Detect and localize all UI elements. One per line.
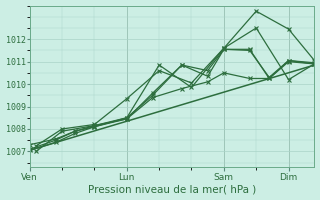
X-axis label: Pression niveau de la mer( hPa ): Pression niveau de la mer( hPa ): [88, 184, 256, 194]
